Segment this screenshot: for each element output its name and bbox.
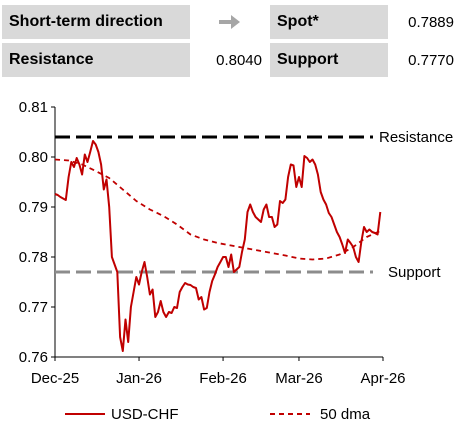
y-tick-label: 0.78 bbox=[19, 249, 48, 266]
support-label: Support bbox=[277, 51, 339, 68]
spot-label-cell: Spot* bbox=[270, 5, 388, 39]
x-tick-label: Mar-26 bbox=[275, 370, 323, 387]
legend-label-usd-chf: USD-CHF bbox=[111, 406, 179, 423]
y-tick-label: 0.79 bbox=[19, 199, 48, 216]
support-label-cell: Support bbox=[270, 43, 388, 77]
reference-label-support: Support bbox=[388, 264, 441, 281]
direction-indicator bbox=[192, 5, 268, 39]
resistance-label: Resistance bbox=[9, 51, 94, 68]
spot-value: 0.7889 bbox=[408, 13, 454, 31]
reference-label-resistance: Resistance bbox=[379, 129, 453, 146]
legend-label-50-dma: 50 dma bbox=[320, 406, 371, 423]
chart-legend: USD-CHF 50 dma bbox=[65, 406, 371, 423]
resistance-value: 0.8040 bbox=[216, 51, 262, 69]
spot-label: Spot* bbox=[277, 13, 319, 30]
support-value: 0.7770 bbox=[408, 51, 454, 69]
reference-lines: Resistance Support bbox=[55, 129, 453, 281]
direction-label-cell: Short-term direction bbox=[2, 5, 190, 39]
chart-axes: 0.76 0.77 0.78 0.79 0.80 0.81 Dec-25 Jan-26 Feb-… bbox=[19, 99, 406, 387]
x-tick-label: Dec-25 bbox=[31, 370, 79, 387]
y-tick-label: 0.80 bbox=[19, 149, 48, 166]
arrow-right-icon bbox=[219, 15, 240, 29]
x-tick-label: Feb-26 bbox=[199, 370, 247, 387]
y-tick-label: 0.81 bbox=[19, 99, 48, 116]
resistance-label-cell: Resistance bbox=[2, 43, 190, 77]
series-line-usd-chf bbox=[54, 140, 382, 352]
x-tick-label: Jan-26 bbox=[116, 370, 162, 387]
y-tick-label: 0.77 bbox=[19, 299, 48, 316]
series-line-50-dma bbox=[54, 158, 381, 261]
y-tick-label: 0.76 bbox=[19, 349, 48, 366]
x-tick-label: Apr-26 bbox=[360, 370, 405, 387]
direction-label: Short-term direction bbox=[9, 13, 163, 30]
chart-series bbox=[54, 140, 382, 352]
